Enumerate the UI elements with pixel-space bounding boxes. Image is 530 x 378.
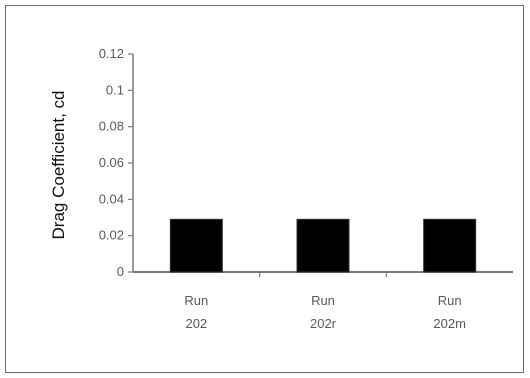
- y-tick-label: 0.06: [99, 155, 124, 170]
- x-tick-label: 202: [185, 316, 207, 331]
- y-tick-label: 0.08: [99, 119, 124, 134]
- bars: [169, 218, 477, 273]
- chart-area: 0 0.02 0.04 0.06 0.08 0.1 0.12 Run 202 Run 202r Ru…: [5, 5, 524, 373]
- x-tick-label: Run: [311, 293, 335, 308]
- y-tick-label: 0: [117, 264, 124, 279]
- y-tick-label: 0.12: [99, 46, 124, 61]
- bar: [169, 218, 223, 273]
- x-tick-label: 202r: [310, 316, 337, 331]
- y-axis-title: Drag Coefficient, cd: [49, 91, 68, 240]
- x-axis: Run 202 Run 202r Run 202m: [133, 271, 513, 331]
- x-tick-label: 202m: [433, 316, 466, 331]
- y-tick-label: 0.04: [99, 191, 124, 206]
- bar: [296, 218, 350, 273]
- bar: [423, 218, 477, 273]
- y-tick-label: 0.1: [106, 82, 124, 97]
- y-axis: 0 0.02 0.04 0.06 0.08 0.1 0.12: [99, 46, 134, 279]
- y-tick-label: 0.02: [99, 228, 124, 243]
- x-tick-label: Run: [438, 293, 462, 308]
- bar-chart: 00.020.040.060.080.10.12 Run202Run202rRu…: [49, 46, 513, 331]
- x-tick-label: Run: [184, 293, 208, 308]
